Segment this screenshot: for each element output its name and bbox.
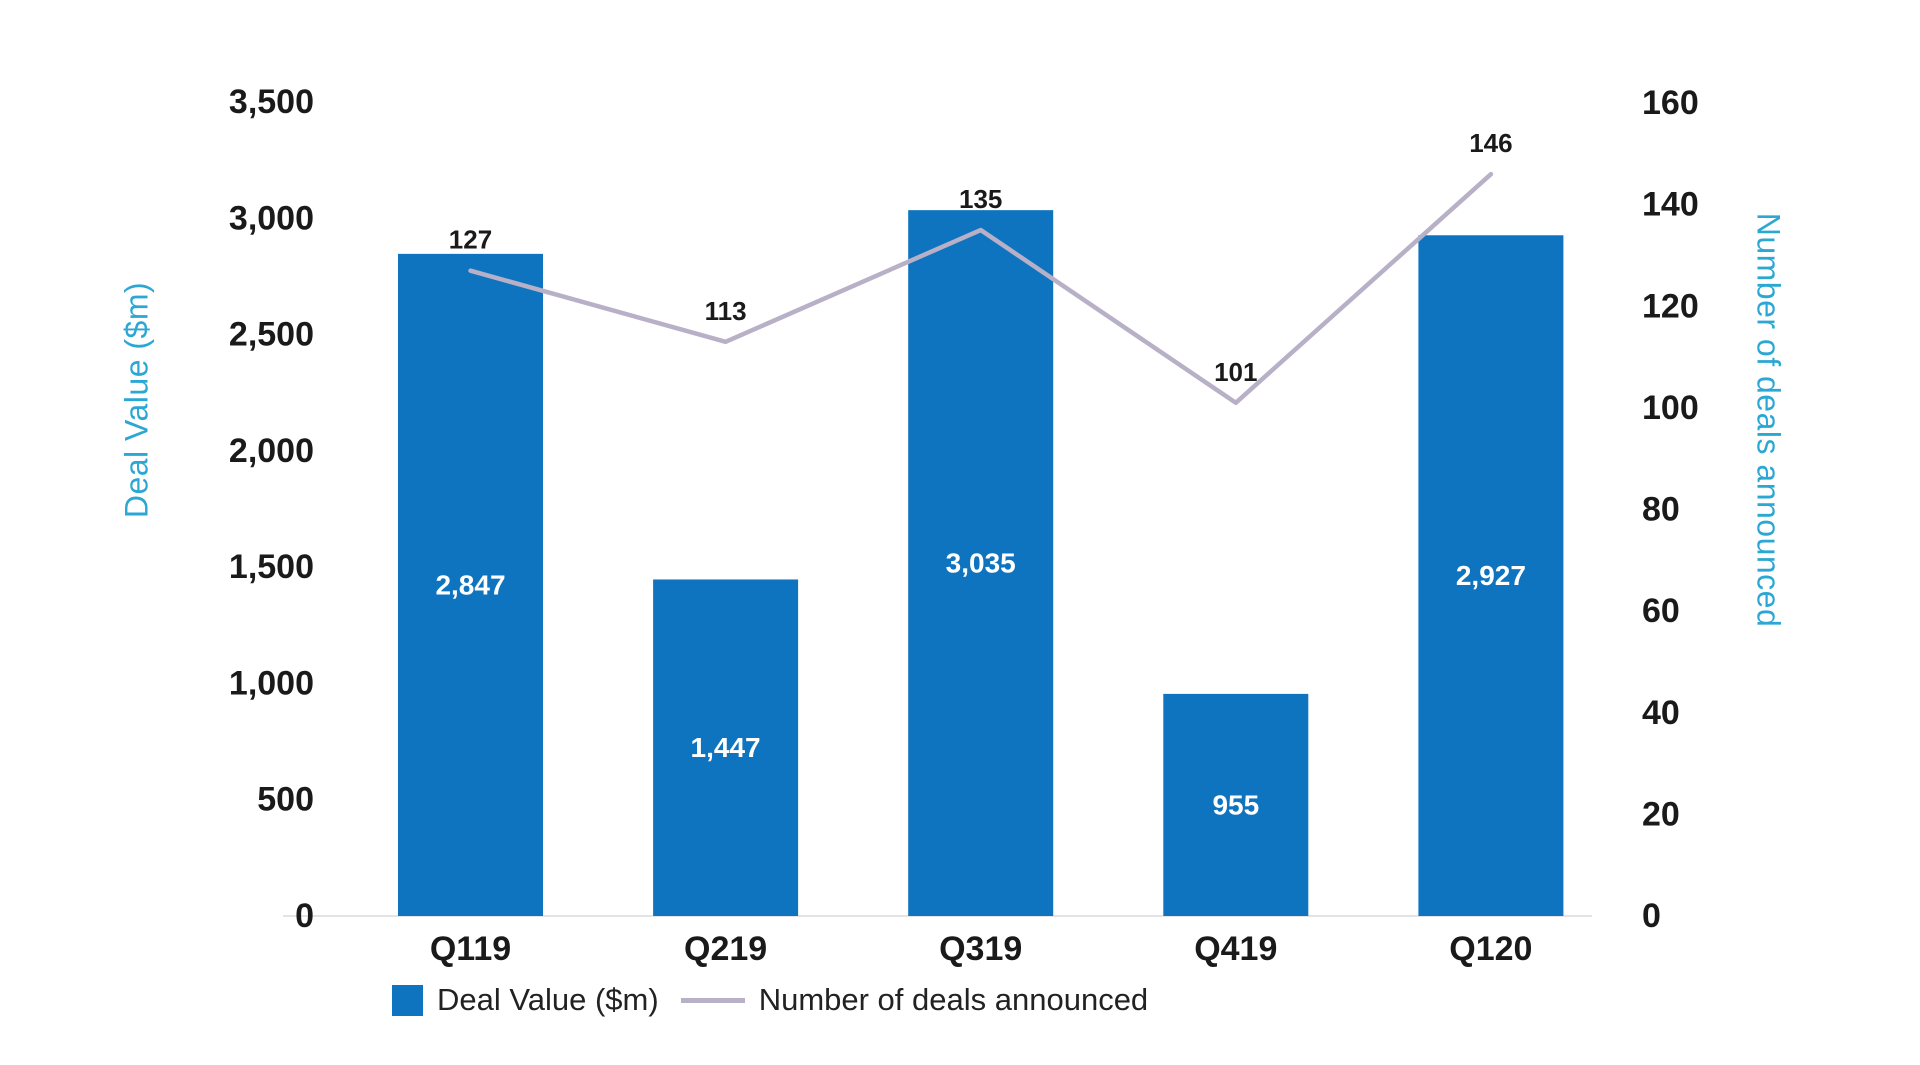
left-axis-tick-label: 2,500 [229, 316, 314, 354]
right-axis-tick-label: 40 [1642, 694, 1680, 732]
right-axis-tick-label: 160 [1642, 84, 1699, 122]
line-point-label: 127 [449, 225, 492, 255]
legend-line-swatch-icon [680, 997, 745, 1003]
x-axis-category-label: Q219 [684, 930, 767, 968]
right-axis-tick-label: 20 [1642, 795, 1680, 833]
x-axis-category-label: Q419 [1194, 930, 1277, 968]
left-axis-title: Deal Value ($m) [118, 281, 155, 519]
x-axis-category-label: Q119 [430, 930, 511, 968]
right-axis-title: Number of deals announced [1750, 212, 1787, 628]
right-axis-tick-label: 100 [1642, 389, 1699, 427]
left-axis-tick-label: 0 [295, 897, 314, 935]
left-axis-tick-label: 1,000 [229, 664, 314, 702]
chart-legend: Deal Value ($m) Number of deals announce… [392, 982, 1148, 1018]
bar-value-label: 2,927 [1456, 560, 1526, 591]
right-axis-tick-label: 120 [1642, 287, 1699, 325]
right-axis-tick-label: 0 [1642, 897, 1661, 935]
bar-Q319 [908, 210, 1054, 916]
bar-Q119 [398, 253, 543, 916]
line-point-label: 113 [705, 296, 747, 326]
right-axis-tick-label: 80 [1642, 491, 1680, 529]
legend-label-deals-announced: Number of deals announced [758, 982, 1149, 1017]
bar-value-label: 955 [1212, 789, 1259, 820]
left-axis-tick-label: 2,000 [229, 432, 314, 470]
line-point-label: 101 [1214, 357, 1257, 387]
right-axis-tick-label: 60 [1642, 592, 1680, 630]
legend-bar-swatch-icon [392, 984, 423, 1016]
left-axis-tick-label: 3,000 [229, 199, 314, 237]
line-point-label: 146 [1469, 128, 1512, 158]
bar-Q219 [653, 579, 799, 916]
x-axis-category-label: Q319 [939, 930, 1022, 968]
bar-Q419 [1163, 693, 1309, 916]
left-axis-tick-label: 3,500 [229, 83, 314, 121]
right-axis-tick-label: 140 [1642, 186, 1699, 224]
legend-label-deal-value: Deal Value ($m) [437, 982, 659, 1017]
x-axis-category-label: Q120 [1449, 930, 1532, 968]
bar-value-label: 2,847 [435, 569, 505, 600]
left-axis-tick-label: 500 [257, 781, 314, 819]
line-point-label: 135 [959, 184, 1002, 214]
bar-Q120 [1418, 235, 1564, 916]
bar-value-label: 3,035 [946, 548, 1016, 579]
left-axis-tick-label: 1,500 [229, 548, 314, 586]
deals-announced-line [468, 171, 1494, 406]
bar-value-label: 1,447 [691, 732, 761, 763]
